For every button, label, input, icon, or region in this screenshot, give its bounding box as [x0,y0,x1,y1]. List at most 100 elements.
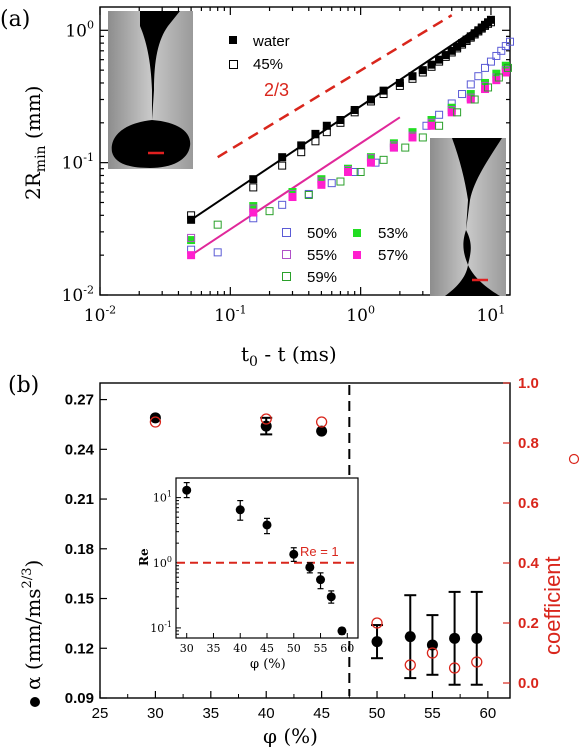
panel-a-axis-ticks: 10-2 10-1 100 101 10-2 10-1 100 [62,7,510,326]
data-point-45pct [441,52,450,61]
data-point-57pct [288,193,297,202]
y-left-tick-label: 0.15 [65,591,94,608]
svg-text:coefficient: coefficient [540,556,565,655]
data-point-59pct [213,220,222,229]
y-left-tick-label: 0.09 [65,690,94,707]
panel-b-data-points [149,412,483,686]
y-left-tick-label: 0.12 [65,640,94,657]
y-left-tick-label: 0.24 [65,441,95,458]
data-point-50pct [501,42,510,51]
y-right-tick-label: 0.8 [518,435,539,452]
data-point-57pct [344,167,353,176]
y-right-tick-label: 0.0 [518,675,539,692]
data-point-59pct [453,108,462,117]
inset-data-point [289,549,299,559]
coefficient-data-point [149,416,162,428]
coefficient-data-point [404,659,416,671]
svg-text:α (mm/ms2/3): α (mm/ms2/3) [20,560,45,690]
data-point-53pct [187,236,196,245]
data-point-50pct [435,110,444,119]
x-tick-label: 40 [258,705,275,722]
legend-marker-water [229,36,237,44]
x-tick-label: 100 [346,303,375,326]
alpha-data-point [449,632,461,644]
data-point-50pct [466,80,475,89]
data-point-45pct [435,57,444,66]
alpha-data-point [404,631,416,643]
panel-b-right-y-axis-label: coefficient [540,453,580,655]
coefficient-data-point [471,656,483,668]
data-point-water [278,153,287,162]
re-inset-x-axis-label: φ (%) [250,657,286,672]
data-point-45pct [311,137,320,146]
y-tick-label: 10-1 [62,151,94,174]
data-point-45pct [418,68,427,77]
alpha-data-point [426,639,438,651]
alpha-data-point [471,632,483,644]
x-tick-label: 45 [313,705,330,722]
fit-line-1 [190,116,401,256]
data-point-57pct [427,121,436,130]
data-point-59pct [418,133,427,142]
legend-marker-55 [282,250,291,259]
data-point-59pct [336,177,345,186]
panel-a-label: (a) [0,7,30,32]
data-point-50pct [278,200,287,209]
data-point-59pct [503,63,512,72]
inset-x-tick-label: 50 [287,642,301,655]
data-point-water [395,78,404,87]
legend-label-water: water [252,33,290,50]
data-point-59pct [356,167,365,176]
panel-a-y-axis-label: 2Rmin (mm) [21,86,49,200]
x-tick-label: 35 [202,705,219,722]
data-point-57pct [447,108,456,117]
data-point-50pct [458,90,467,99]
re-inset-frame [175,477,359,639]
data-point-water [311,129,320,138]
data-point-57pct [492,76,501,85]
data-point-45pct [249,183,258,192]
data-point-50pct [492,51,501,60]
data-point-59pct [470,95,479,104]
x-tick-label: 60 [479,705,496,722]
legend-label-57: 57% [378,247,408,264]
y-tick-label: 10-2 [62,283,94,306]
legend-label-53: 53% [378,225,408,242]
data-point-45pct [379,90,388,99]
data-point-water [366,95,375,104]
slope-reference-line [217,14,453,159]
alpha-data-point [149,412,161,424]
re-equals-one-label: Re = 1 [300,544,339,559]
data-point-50pct [213,248,222,257]
data-point-50pct [506,37,514,46]
data-point-water [297,141,306,150]
inset-y-tick-label: 10-1 [150,620,172,635]
data-point-50pct [486,57,495,66]
x-tick-label: 101 [477,303,506,326]
data-point-water [336,116,345,125]
data-point-57pct [187,251,196,260]
panel-b-axis-ticks: 25 30 35 40 45 50 55 600.090.120.150.180.210.24… [65,375,540,722]
data-point-50pct [497,46,506,55]
coefficient-data-point [426,647,439,659]
x-tick-label: 10-2 [84,303,116,326]
data-point-45pct [297,148,306,157]
coefficient-data-point [260,413,272,425]
inset-x-tick-label: 35 [206,642,220,655]
data-point-59pct [304,190,313,199]
data-point-57pct [501,68,510,77]
y-left-tick-label: 0.21 [65,491,94,508]
data-point-59pct [484,83,493,92]
data-point-59pct [379,155,388,164]
data-point-45pct [350,108,359,117]
coefficient-data-point [448,662,461,674]
data-point-water [350,105,359,114]
data-point-45pct [447,48,456,57]
data-point-57pct [389,143,398,152]
inset-x-tick-label: 45 [260,642,274,655]
data-point-53pct [249,202,258,211]
data-point-57pct [408,133,417,142]
inset-data-point [305,562,315,572]
panel-a: (a) 10-2 10-1 100 101 10-2 10-1 100 2/3 water … [0,6,514,370]
coefficient-data-point [315,416,328,428]
